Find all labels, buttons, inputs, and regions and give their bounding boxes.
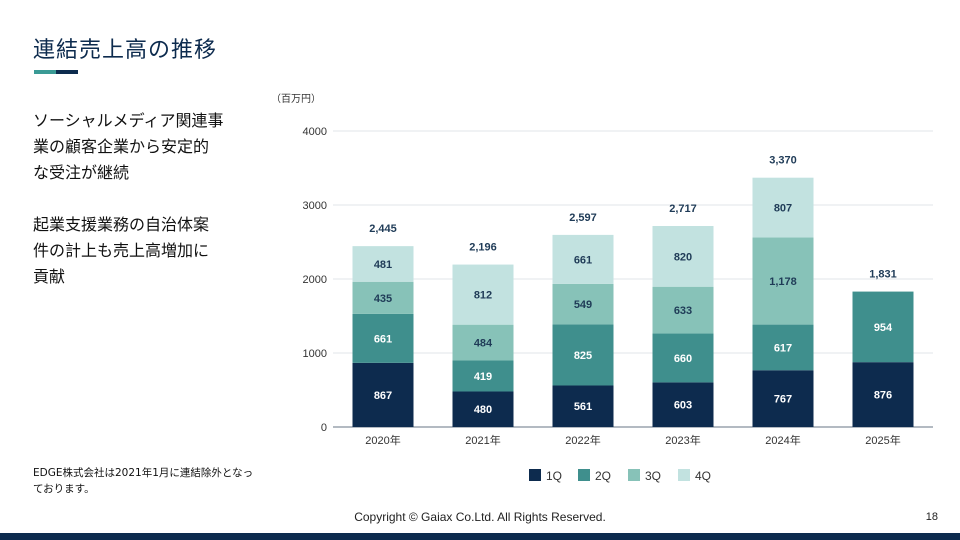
bar-segment-1q bbox=[752, 370, 814, 427]
bar-segment-2q bbox=[452, 360, 514, 392]
data-label: 661 bbox=[374, 333, 392, 345]
data-label: 767 bbox=[774, 394, 792, 406]
data-label: 812 bbox=[474, 290, 492, 302]
x-tick-label: 2023年 bbox=[665, 433, 700, 447]
bar-segment-1q bbox=[452, 391, 514, 427]
data-label: 1,178 bbox=[769, 276, 797, 288]
y-tick-label: 4000 bbox=[303, 126, 327, 138]
data-label: 867 bbox=[374, 390, 392, 402]
legend-label: 4Q bbox=[695, 469, 711, 483]
bar-segment-2q bbox=[652, 333, 714, 383]
data-label: 480 bbox=[474, 404, 492, 416]
x-tick-label: 2025年 bbox=[865, 433, 900, 447]
legend-swatch bbox=[678, 469, 690, 481]
copyright: Copyright © Gaiax Co.Ltd. All Rights Res… bbox=[354, 510, 606, 524]
x-tick-label: 2020年 bbox=[365, 433, 400, 447]
bottom-bar bbox=[0, 533, 960, 540]
bar-segment-3q bbox=[752, 237, 814, 325]
data-label: 484 bbox=[474, 338, 493, 350]
bar-segment-4q bbox=[552, 234, 614, 284]
bar-segment-3q bbox=[352, 281, 414, 314]
data-label: 633 bbox=[674, 305, 692, 317]
bar-segment-4q bbox=[652, 226, 714, 287]
data-label: 435 bbox=[374, 293, 392, 305]
bar-segment-3q bbox=[552, 283, 614, 325]
data-label: 661 bbox=[574, 254, 592, 266]
total-label: 1,831 bbox=[869, 269, 897, 281]
bar-segment-1q bbox=[852, 362, 914, 427]
data-label: 481 bbox=[374, 259, 392, 271]
y-tick-label: 2000 bbox=[303, 274, 327, 286]
bullet-text-2: 起業支援業務の自治体案 件の計上も売上高増加に 貢献 bbox=[33, 215, 210, 286]
footnote: EDGE株式会社は2021年1月に連結除外となっ ております。 bbox=[33, 467, 254, 495]
bar-segment-1q bbox=[552, 385, 614, 427]
y-unit-label: （百万円） bbox=[271, 93, 321, 105]
data-label: 807 bbox=[774, 203, 792, 215]
data-label: 561 bbox=[574, 401, 592, 413]
page-title: 連結売上高の推移 bbox=[33, 38, 218, 63]
bar-segment-4q bbox=[452, 264, 514, 325]
bar-segment-1q bbox=[652, 382, 714, 427]
data-label: 954 bbox=[874, 322, 893, 334]
x-tick-label: 2024年 bbox=[765, 433, 800, 447]
y-tick-label: 3000 bbox=[303, 200, 327, 212]
legend-swatch bbox=[628, 469, 640, 481]
bar-segment-2q bbox=[852, 291, 914, 363]
y-tick-label: 1000 bbox=[303, 348, 327, 360]
bar-segment-3q bbox=[652, 286, 714, 334]
bar-segment-2q bbox=[752, 324, 814, 371]
data-label: 603 bbox=[674, 400, 692, 412]
data-label: 549 bbox=[574, 299, 592, 311]
data-label: 419 bbox=[474, 371, 492, 383]
data-label: 876 bbox=[874, 390, 892, 402]
bar-segment-2q bbox=[352, 313, 414, 363]
total-label: 3,370 bbox=[769, 155, 797, 167]
total-label: 2,717 bbox=[669, 203, 697, 215]
page-number: 18 bbox=[925, 511, 938, 523]
total-label: 2,597 bbox=[569, 212, 597, 224]
legend-label: 3Q bbox=[645, 469, 661, 483]
bullet-text-1: ソーシャルメディア関連事 業の顧客企業から安定的 な受注が継続 bbox=[33, 111, 224, 182]
bar-segment-2q bbox=[552, 324, 614, 386]
total-label: 2,445 bbox=[369, 223, 397, 235]
data-label: 617 bbox=[774, 342, 792, 354]
bar-segment-3q bbox=[452, 324, 514, 361]
y-tick-label: 0 bbox=[321, 422, 327, 434]
title-accent-teal bbox=[34, 70, 56, 74]
bar-segment-4q bbox=[752, 177, 814, 238]
bar-segment-1q bbox=[352, 362, 414, 427]
x-tick-label: 2022年 bbox=[565, 433, 600, 447]
total-label: 2,196 bbox=[469, 241, 497, 253]
x-tick-label: 2021年 bbox=[465, 433, 500, 447]
data-label: 660 bbox=[674, 353, 692, 365]
legend-label: 2Q bbox=[595, 469, 611, 483]
legend-swatch bbox=[529, 469, 541, 481]
bar-segment-4q bbox=[352, 246, 414, 282]
data-label: 820 bbox=[674, 251, 692, 263]
title-accent-navy bbox=[56, 70, 78, 74]
data-label: 825 bbox=[574, 350, 592, 362]
legend-swatch bbox=[578, 469, 590, 481]
legend-label: 1Q bbox=[546, 469, 562, 483]
